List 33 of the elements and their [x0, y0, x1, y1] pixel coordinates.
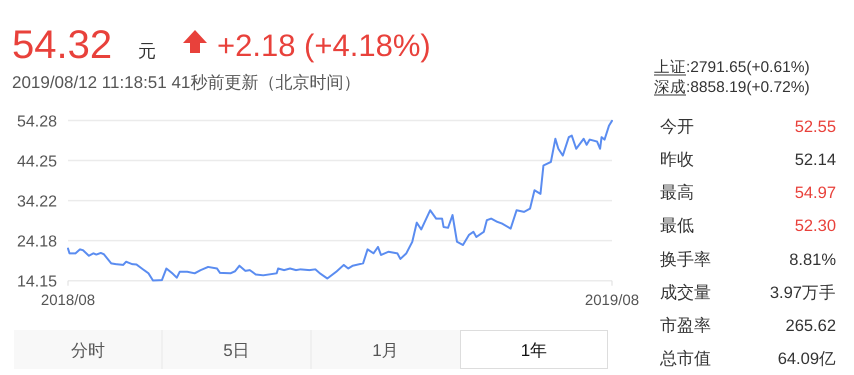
text: 54.32 — [12, 23, 112, 67]
text: 52.30 — [794, 217, 836, 235]
text: 3.97万手 — [770, 283, 836, 302]
text: 总市值 — [659, 349, 711, 368]
text: 52.14 — [794, 151, 836, 169]
text: 最高 — [660, 183, 694, 202]
text: 5日 — [223, 341, 250, 360]
text: 成交量 — [660, 283, 711, 302]
text: 换手率 — [660, 250, 711, 269]
text: 8.81% — [789, 251, 836, 269]
text: 64.09亿 — [778, 350, 836, 368]
text: 上证:2791.65(+0.61%) — [654, 58, 810, 76]
y-tick-label: 54.28 — [16, 114, 58, 130]
text: +2.18 (+4.18%) — [217, 28, 431, 63]
text: 元 — [138, 41, 156, 61]
x-tick-label: 2019/08 — [584, 292, 640, 309]
text: 昨收 — [660, 150, 694, 169]
text: 1年 — [520, 341, 548, 360]
text: 52.55 — [794, 118, 836, 136]
text: 今开 — [660, 117, 694, 136]
text: 市盈率 — [660, 316, 711, 335]
x-tick-label: 2018/08 — [40, 292, 96, 309]
text: 深成:8858.19(+0.72%) — [654, 78, 810, 96]
y-tick-label: 24.18 — [16, 234, 58, 251]
text: 265.62 — [786, 317, 836, 335]
text: 最低 — [660, 216, 694, 235]
text: 2019/08/12 11:18:51 41秒前更新（北京时间） — [12, 73, 360, 92]
y-tick-label: 34.22 — [16, 194, 58, 211]
text: 分时 — [71, 341, 105, 360]
y-tick-label: 14.15 — [16, 274, 58, 291]
text: 1月 — [372, 341, 399, 360]
text: 54.97 — [794, 184, 836, 202]
y-tick-label: 44.25 — [16, 154, 58, 171]
